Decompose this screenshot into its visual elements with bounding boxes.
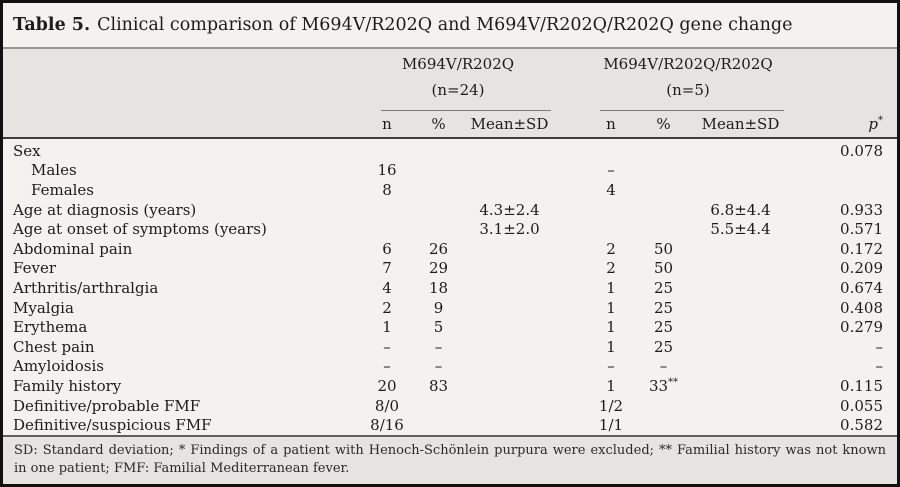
row-label: Chest pain — [13, 337, 95, 356]
table-row: Family history 20 83 1 33** 0.115 — [3, 376, 897, 396]
col-header-n2: n — [606, 115, 616, 133]
table-row: Age at onset of symptoms (years) 3.1±2.0… — [3, 219, 897, 239]
group2-count: (n=5) — [666, 80, 710, 99]
table-row: Arthritis/arthralgia 4 18 1 25 0.674 — [3, 278, 897, 298]
table-row: Females 8 4 — [3, 180, 897, 200]
row-label: Arthritis/arthralgia — [13, 278, 159, 297]
table-header: M694V/R202Q M694V/R202Q/R202Q (n=24) (n=… — [3, 49, 897, 137]
divider — [3, 435, 897, 437]
p-value: 0.674 — [840, 278, 883, 297]
row-label: Amyloidosis — [13, 357, 104, 376]
footnote-text: SD: Standard deviation; * Findings of a … — [3, 437, 897, 484]
p-value: 0.408 — [840, 298, 883, 317]
group2-underline — [600, 107, 784, 111]
table-row: Amyloidosis – – – – – — [3, 357, 897, 377]
p-value: – — [875, 357, 884, 376]
p-value: 0.279 — [840, 318, 883, 337]
group2-name: M694V/R202Q/R202Q — [603, 55, 773, 73]
divider — [3, 47, 897, 49]
col-header-pct1: % — [431, 115, 446, 133]
table-row: Abdominal pain 6 26 2 50 0.172 — [3, 239, 897, 259]
row-label: Erythema — [13, 318, 88, 337]
p-value: 0.172 — [840, 239, 883, 258]
p-value: 0.115 — [840, 376, 883, 395]
p-value: 0.582 — [840, 416, 883, 435]
table-row: Sex 0.078 — [3, 141, 897, 161]
table-row: Definitive/suspicious FMF 8/16 1/1 0.582 — [3, 415, 897, 435]
row-label: Family history — [13, 376, 122, 395]
row-label: Age at diagnosis (years) — [13, 200, 197, 219]
p-value: 0.571 — [840, 220, 883, 239]
p-value: – — [875, 337, 884, 356]
group1-underline — [381, 107, 551, 111]
row-label: Sex — [13, 141, 41, 160]
table-row: Erythema 1 5 1 25 0.279 — [3, 317, 897, 337]
group1-count: (n=24) — [431, 80, 485, 99]
col-header-mean1: Mean±SD — [470, 115, 549, 133]
table-row: Age at diagnosis (years) 4.3±2.4 6.8±4.4… — [3, 200, 897, 220]
p-value: 0.209 — [840, 259, 883, 278]
row-label: Females — [31, 180, 95, 199]
double-asterisk-note: ** — [668, 376, 679, 388]
table-body: Sex 0.078 Males 16 – Females 8 — [3, 139, 897, 435]
p-value: 0.933 — [840, 200, 883, 219]
divider — [3, 137, 897, 139]
table-row: Males 16 – — [3, 161, 897, 181]
table-row: Chest pain – – 1 25 – — [3, 337, 897, 357]
col-header-pct2: % — [656, 115, 671, 133]
table-row: Myalgia 2 9 1 25 0.408 — [3, 298, 897, 318]
pct2-with-note: 33** — [648, 376, 679, 395]
table-row: Fever 7 29 2 50 0.209 — [3, 259, 897, 279]
col-header-n1: n — [382, 115, 392, 133]
row-label: Definitive/probable FMF — [13, 396, 201, 415]
row-label: Definitive/suspicious FMF — [13, 416, 212, 435]
group1-name: M694V/R202Q — [401, 55, 515, 73]
table-row: Definitive/probable FMF 8/0 1/2 0.055 — [3, 396, 897, 416]
p-value: 0.055 — [840, 396, 883, 415]
row-label: Age at onset of symptoms (years) — [13, 220, 267, 239]
p-value: 0.078 — [840, 141, 883, 160]
col-header-mean2: Mean±SD — [701, 115, 780, 133]
row-label: Males — [31, 161, 77, 180]
row-label: Fever — [13, 259, 56, 278]
table-caption: Clinical comparison of M694V/R202Q and M… — [97, 15, 793, 35]
row-label: Abdominal pain — [13, 239, 133, 258]
table-number: Table 5. — [13, 15, 91, 35]
col-header-p: p* — [868, 115, 883, 133]
table-title: Table 5. Clinical comparison of M694V/R2… — [3, 3, 897, 47]
row-label: Myalgia — [13, 298, 74, 317]
